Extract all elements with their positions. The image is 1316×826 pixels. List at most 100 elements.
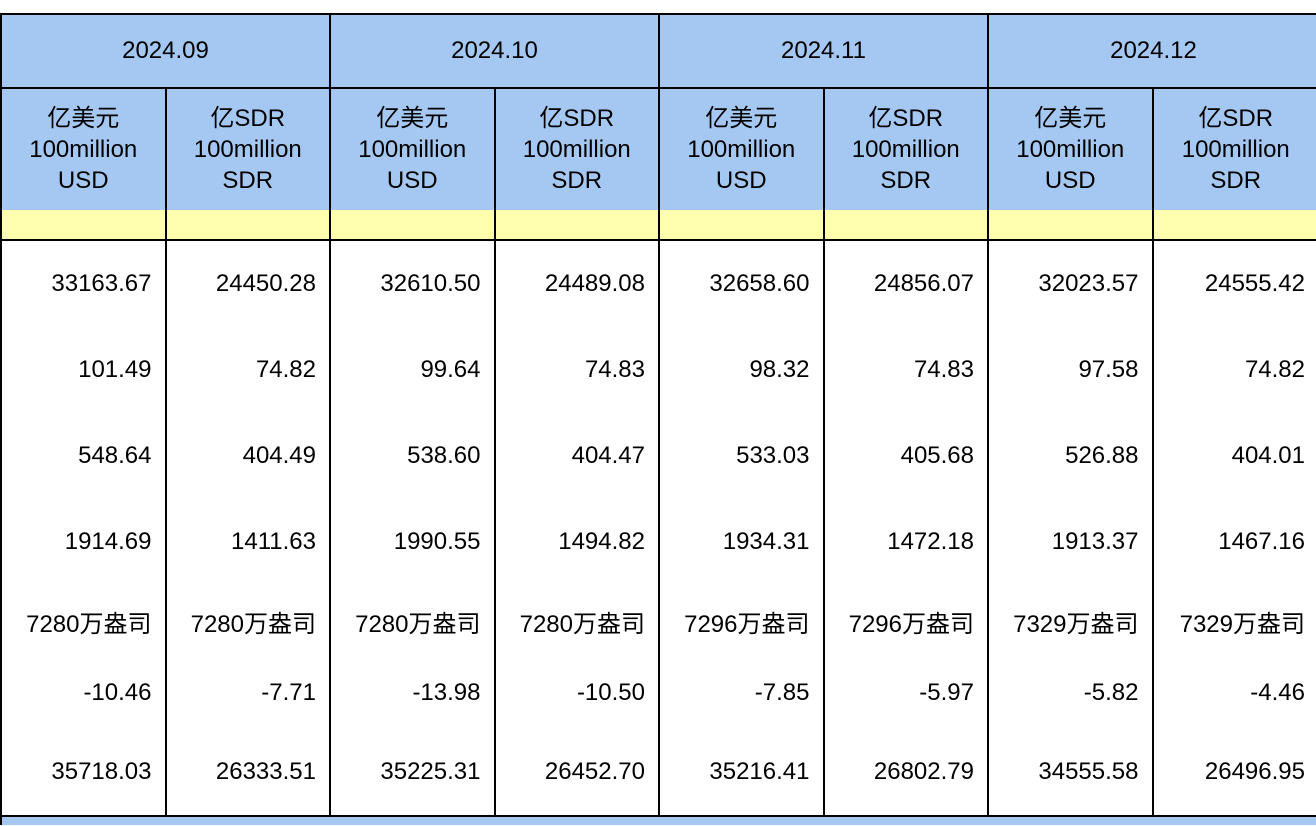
table-cell: 32658.60 — [660, 241, 825, 327]
unit-header-line: SDR — [880, 167, 932, 194]
table-cell: 405.68 — [825, 413, 989, 499]
table-cell: 7280万盎司 — [496, 585, 660, 657]
table-cell: 7296万盎司 — [660, 585, 825, 657]
table-cell: 538.60 — [331, 413, 496, 499]
unit-header-cell-usd: 亿美元 100million USD — [660, 89, 825, 210]
table-cell: 97.58 — [989, 327, 1154, 413]
table-cell: 1913.37 — [989, 499, 1154, 585]
table-cell: 32023.57 — [989, 241, 1154, 327]
unit-header-line: 100million — [193, 136, 302, 163]
month-header-cell: 2024.09 — [2, 15, 331, 87]
table-cell: 99.64 — [331, 327, 496, 413]
table-cell: -5.97 — [825, 657, 989, 729]
data-grid: 33163.67 24450.28 32610.50 24489.08 32658.60… — [2, 241, 1316, 815]
unit-header-line: 亿SDR — [868, 105, 944, 132]
table-cell: 33163.67 — [2, 241, 167, 327]
table-cell: 74.83 — [825, 327, 989, 413]
table-cell: 533.03 — [660, 413, 825, 499]
table-cell: -4.46 — [1250, 679, 1305, 706]
unit-header-cell-sdr: 亿SDR 100million SDR — [496, 89, 660, 210]
month-header-cell: 2024.10 — [331, 15, 660, 87]
table-cell: 24856.07 — [825, 241, 989, 327]
table-cell: 101.49 — [2, 327, 167, 413]
table-cell: 35718.03 — [2, 729, 167, 815]
table-cell: 7329万盎司 — [989, 585, 1154, 657]
next-header-strip — [2, 815, 1316, 825]
top-margin — [0, 0, 1316, 13]
table-cell: 548.64 — [2, 413, 167, 499]
table-cell: 35216.41 — [660, 729, 825, 815]
table-cell: 1467.16 — [1218, 528, 1305, 555]
highlight-cell — [2, 210, 167, 239]
table-cell: 7280万盎司 — [331, 585, 496, 657]
unit-header-line: 亿美元 — [705, 105, 778, 132]
table-cell: 1411.63 — [167, 499, 331, 585]
table-cell: 74.82 — [1244, 356, 1305, 383]
table-cell: 26496.95 — [1204, 758, 1305, 785]
unit-header-line: SDR — [1210, 167, 1262, 194]
month-header-cell: 2024.11 — [660, 15, 989, 87]
highlight-cell — [660, 210, 825, 239]
month-header-cell: 2024.12 — [1110, 37, 1197, 64]
table-cell: -13.98 — [331, 657, 496, 729]
table-cell: 7280万盎司 — [167, 585, 331, 657]
unit-header-line: USD — [715, 167, 767, 194]
table-cell: 7280万盎司 — [2, 585, 167, 657]
table-cell: 404.47 — [496, 413, 660, 499]
table-cell: 26802.79 — [825, 729, 989, 815]
table-cell: 7329万盎司 — [1179, 610, 1305, 638]
highlight-cell — [825, 210, 989, 239]
unit-header-cell-sdr: 亿SDR 100million SDR — [167, 89, 331, 210]
unit-header-line: USD — [386, 167, 438, 194]
table-cell: 24450.28 — [167, 241, 331, 327]
table-cell: 1990.55 — [331, 499, 496, 585]
highlight-cell — [1154, 210, 1316, 239]
table-cell: 404.49 — [167, 413, 331, 499]
table-cell: -7.85 — [660, 657, 825, 729]
month-header-row: 2024.09 2024.10 2024.11 2024.12 — [2, 15, 1316, 89]
table-cell: 34555.58 — [989, 729, 1154, 815]
table-cell: 26333.51 — [167, 729, 331, 815]
table: 2024.09 2024.10 2024.11 2024.12 亿美元 100milli… — [0, 13, 1316, 825]
table-cell: 32610.50 — [331, 241, 496, 327]
unit-header-line: 亿美元 — [47, 105, 120, 132]
unit-header-line: 100million — [29, 136, 138, 163]
highlight-cell — [167, 210, 331, 239]
table-cell: 1494.82 — [496, 499, 660, 585]
table-cell: -10.50 — [496, 657, 660, 729]
table-cell: 1472.18 — [825, 499, 989, 585]
table-cell: 526.88 — [989, 413, 1154, 499]
unit-header-line: SDR — [222, 167, 274, 194]
unit-header-line: 亿SDR — [539, 105, 615, 132]
unit-header-line: 100million — [687, 136, 796, 163]
table-cell: 74.82 — [167, 327, 331, 413]
highlight-row — [2, 210, 1316, 241]
highlight-cell — [496, 210, 660, 239]
unit-header-line: 亿SDR — [210, 105, 286, 132]
table-cell: 24489.08 — [496, 241, 660, 327]
unit-header-line: 亿SDR — [1198, 105, 1274, 132]
unit-header-line: 亿美元 — [376, 105, 449, 132]
unit-header-row: 亿美元 100million USD 亿SDR 100million SDR 亿美元 100m… — [2, 89, 1316, 210]
highlight-cell — [331, 210, 496, 239]
unit-header-line: 100million — [358, 136, 467, 163]
unit-header-line: 100million — [1016, 136, 1125, 163]
table-cell: 1934.31 — [660, 499, 825, 585]
unit-header-cell-usd: 亿美元 100million USD — [331, 89, 496, 210]
table-cell: -5.82 — [989, 657, 1154, 729]
unit-header-cell-sdr: 亿SDR 100million SDR — [1154, 89, 1316, 210]
table-cell: 404.01 — [1231, 442, 1305, 469]
table-cell: 35225.31 — [331, 729, 496, 815]
table-cell: 1914.69 — [2, 499, 167, 585]
highlight-cell — [989, 210, 1154, 239]
unit-header-line: USD — [1044, 167, 1096, 194]
unit-header-cell-usd: 亿美元 100million USD — [989, 89, 1154, 210]
table-cell: 74.83 — [496, 327, 660, 413]
unit-header-line: 100million — [851, 136, 960, 163]
table-cell: 98.32 — [660, 327, 825, 413]
unit-header-cell-sdr: 亿SDR 100million SDR — [825, 89, 989, 210]
table-cell: 26452.70 — [496, 729, 660, 815]
table-cell: 24555.42 — [1204, 270, 1305, 297]
unit-header-line: 亿美元 — [1034, 105, 1107, 132]
